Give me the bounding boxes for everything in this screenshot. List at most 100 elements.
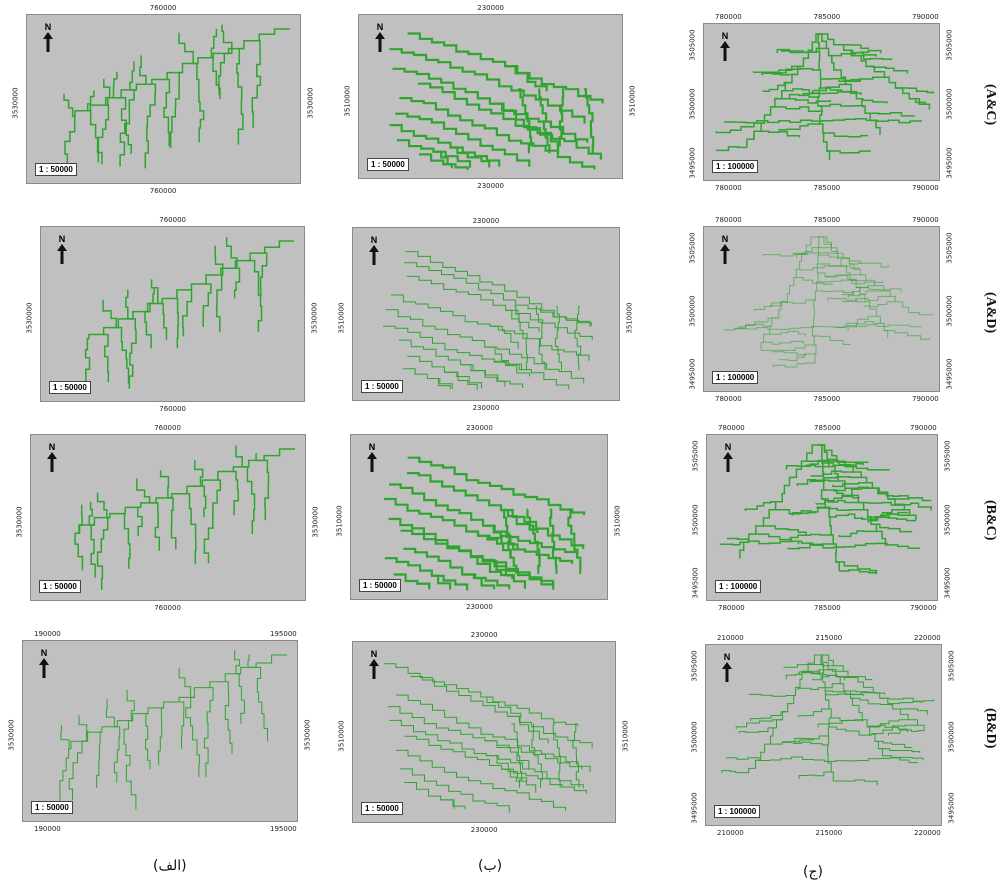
stream-line [383, 325, 570, 390]
stream-line [567, 508, 582, 574]
stream-line [63, 94, 75, 117]
stream-line [865, 112, 916, 117]
stream-line [825, 274, 861, 277]
stream-network [59, 650, 287, 810]
stream-network [715, 33, 935, 160]
drainage-map-1-3: N 1 : 100000 [703, 23, 940, 181]
stream-line [796, 277, 834, 285]
stream-line [776, 47, 827, 54]
northing-right-label: 3500000 [943, 503, 952, 536]
stream-line [719, 541, 749, 546]
stream-line [507, 715, 549, 744]
stream-network [383, 251, 593, 390]
stream-line [875, 740, 912, 748]
north-label: N [58, 234, 66, 244]
stream-line [892, 708, 928, 715]
stream-line [574, 305, 582, 371]
stream-line [774, 106, 824, 112]
stream-line [716, 146, 747, 152]
northing-right-label: 3530000 [306, 87, 315, 119]
stream-line [182, 289, 193, 337]
northing-left-label: 3505000 [690, 650, 699, 682]
column-label-be: (ب) [478, 858, 503, 874]
stream-line [715, 122, 765, 134]
stream-line [538, 88, 551, 154]
stream-line [123, 720, 137, 810]
scale-label: 1 : 50000 [49, 381, 91, 394]
stream-network [63, 24, 290, 169]
stream-line [255, 453, 265, 462]
stream-line [490, 325, 519, 349]
stream-line [778, 123, 820, 131]
stream-line [402, 368, 453, 389]
stream-line [871, 523, 913, 533]
easting-bottom-label: 760000 [154, 604, 181, 612]
stream-line [515, 124, 559, 149]
stream-line [144, 310, 152, 349]
northing-left-label: 3505000 [688, 232, 697, 264]
easting-bottom-label: 785000 [814, 604, 841, 612]
stream-line [841, 285, 875, 295]
stream-line [779, 353, 816, 362]
stream-line [839, 569, 877, 575]
stream-line [450, 146, 491, 168]
easting-bottom-label: 220000 [914, 829, 941, 837]
northing-right-label: 3505000 [945, 29, 954, 61]
stream-line [738, 323, 772, 330]
scale-label: 1 : 100000 [712, 160, 759, 173]
stream-line [97, 104, 110, 163]
stream-line [772, 362, 815, 368]
stream-line [867, 513, 910, 523]
northing-right-label: 3495000 [945, 147, 954, 179]
stream-line [871, 724, 918, 735]
stream-line [842, 295, 891, 302]
stream-line [407, 355, 482, 389]
northing-left-label: 3495000 [688, 358, 697, 390]
stream-line [89, 110, 103, 165]
stream-line [202, 283, 212, 327]
easting-top-label: 220000 [914, 634, 941, 642]
stream-line [74, 532, 84, 571]
stream-line [246, 466, 256, 535]
northing-right-label: 3495000 [945, 358, 954, 390]
stream-line [887, 699, 935, 705]
stream-line [396, 694, 591, 773]
stream-line [154, 502, 161, 551]
stream-line [400, 529, 555, 590]
stream-line [835, 561, 878, 574]
northing-right-label: 3530000 [311, 505, 320, 538]
stream-line [833, 779, 878, 786]
northing-right-label: 3505000 [945, 232, 954, 264]
drainage-map-3-2: N 1 : 50000 [350, 434, 608, 600]
stream-line [169, 71, 183, 148]
easting-bottom-label: 230000 [477, 182, 504, 190]
stream-line [819, 654, 883, 756]
stream-line [867, 719, 909, 727]
stream-line [887, 497, 932, 502]
stream-line [187, 493, 197, 565]
stream-line [531, 723, 543, 788]
stream-line [462, 573, 496, 590]
stream-line [887, 729, 925, 736]
stream-line [838, 530, 877, 538]
north-arrow-icon: N [718, 235, 732, 264]
stream-line [129, 61, 137, 91]
stream-line [159, 470, 172, 499]
stream-line [427, 378, 451, 390]
stream-line [802, 83, 846, 95]
stream-line [112, 71, 122, 99]
stream-line [256, 666, 268, 742]
stream-line [179, 701, 185, 749]
stream-line [822, 132, 869, 138]
stream-line [404, 735, 587, 794]
stream-line [809, 476, 862, 483]
stream-line [818, 444, 840, 571]
stream-network [389, 32, 604, 170]
stream-line [746, 33, 818, 148]
stream-line [102, 299, 119, 329]
stream-line [775, 93, 820, 100]
stream-line [247, 654, 257, 668]
stream-line [410, 676, 593, 749]
stream-line [139, 55, 152, 85]
north-label: N [44, 22, 52, 32]
